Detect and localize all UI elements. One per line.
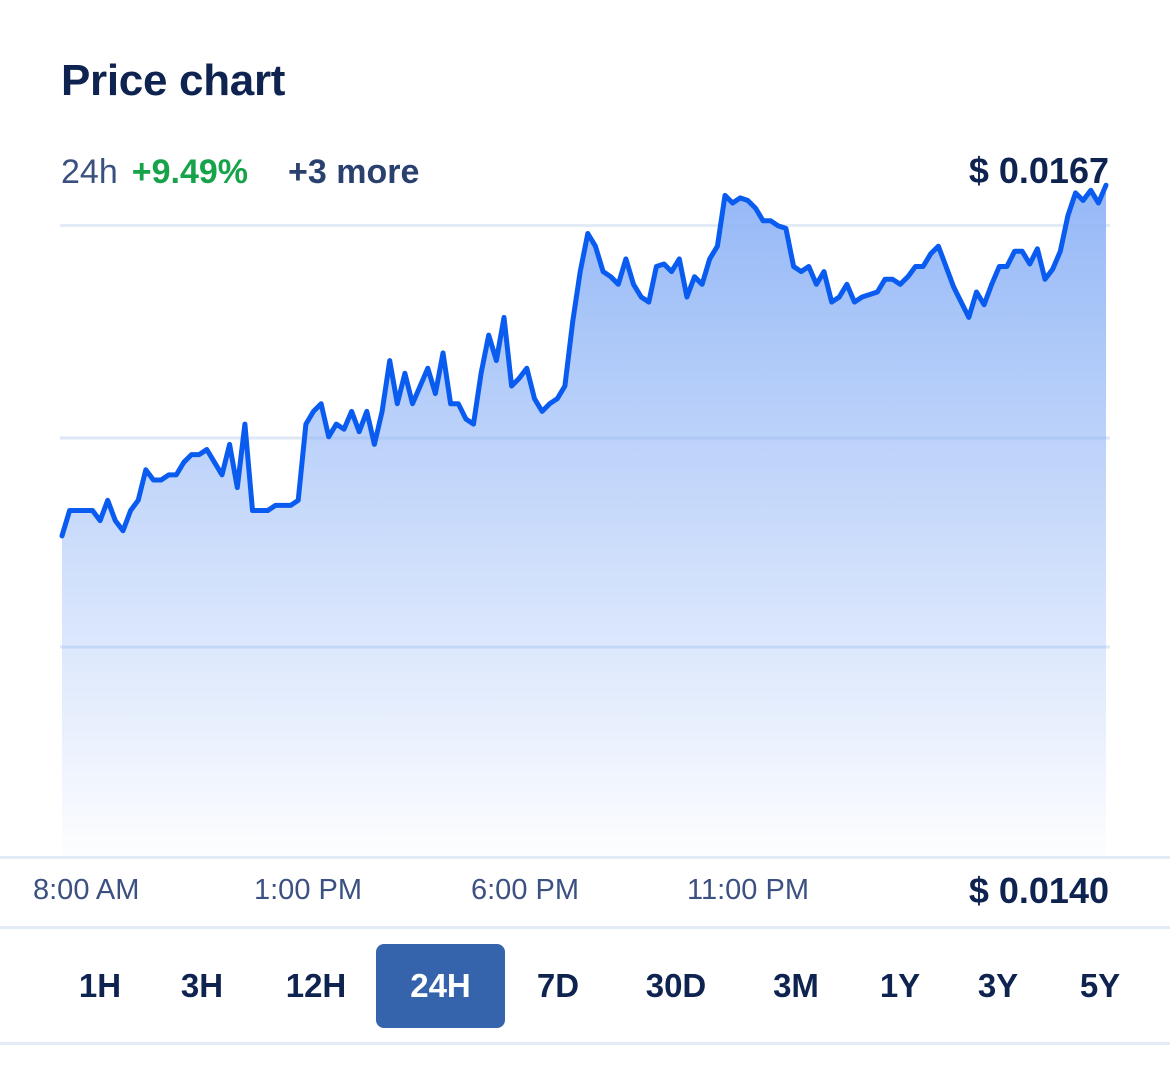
range-tab-5y[interactable]: 5Y (1079, 967, 1121, 1004)
price-high-label: $ 0.0167 (968, 150, 1109, 191)
range-tab-24h[interactable]: 24H (376, 944, 505, 1028)
range-tab-12h[interactable]: 12H (285, 967, 347, 1004)
ranges-bottom-divider (0, 1042, 1170, 1045)
more-stats-link[interactable]: +3 more (288, 152, 420, 191)
change-percent: +9.49% (131, 152, 248, 191)
change-summary: 24h +9.49% +3 more (61, 150, 419, 194)
chart-bottom-divider (0, 856, 1170, 859)
x-tick-label: 6:00 PM (471, 874, 579, 906)
x-tick-label: 8:00 AM (33, 874, 140, 906)
range-tab-3y[interactable]: 3Y (977, 967, 1019, 1004)
price-area-fill (62, 185, 1106, 856)
range-tab-30d[interactable]: 30D (645, 967, 707, 1004)
price-series-line (59, 182, 1109, 539)
page-title: Price chart (61, 56, 286, 105)
range-tab-3h[interactable]: 3H (180, 967, 224, 1004)
range-tab-3m[interactable]: 3M (773, 967, 819, 1004)
header-divider (60, 224, 1110, 227)
time-range-selector: 1H 3H 12H 24H 7D 30D 3M 1Y 3Y 5Y (40, 944, 1160, 1028)
range-tab-1y[interactable]: 1Y (879, 967, 921, 1004)
range-tab-1h[interactable]: 1H (78, 967, 122, 1004)
range-tab-7d[interactable]: 7D (536, 967, 580, 1004)
x-tick-label: 1:00 PM (254, 874, 362, 906)
period-label: 24h (61, 152, 118, 191)
price-chart[interactable] (0, 0, 1170, 860)
ranges-top-divider (0, 926, 1170, 929)
price-low-label: $ 0.0140 (968, 870, 1109, 911)
x-tick-label: 11:00 PM (687, 874, 809, 906)
